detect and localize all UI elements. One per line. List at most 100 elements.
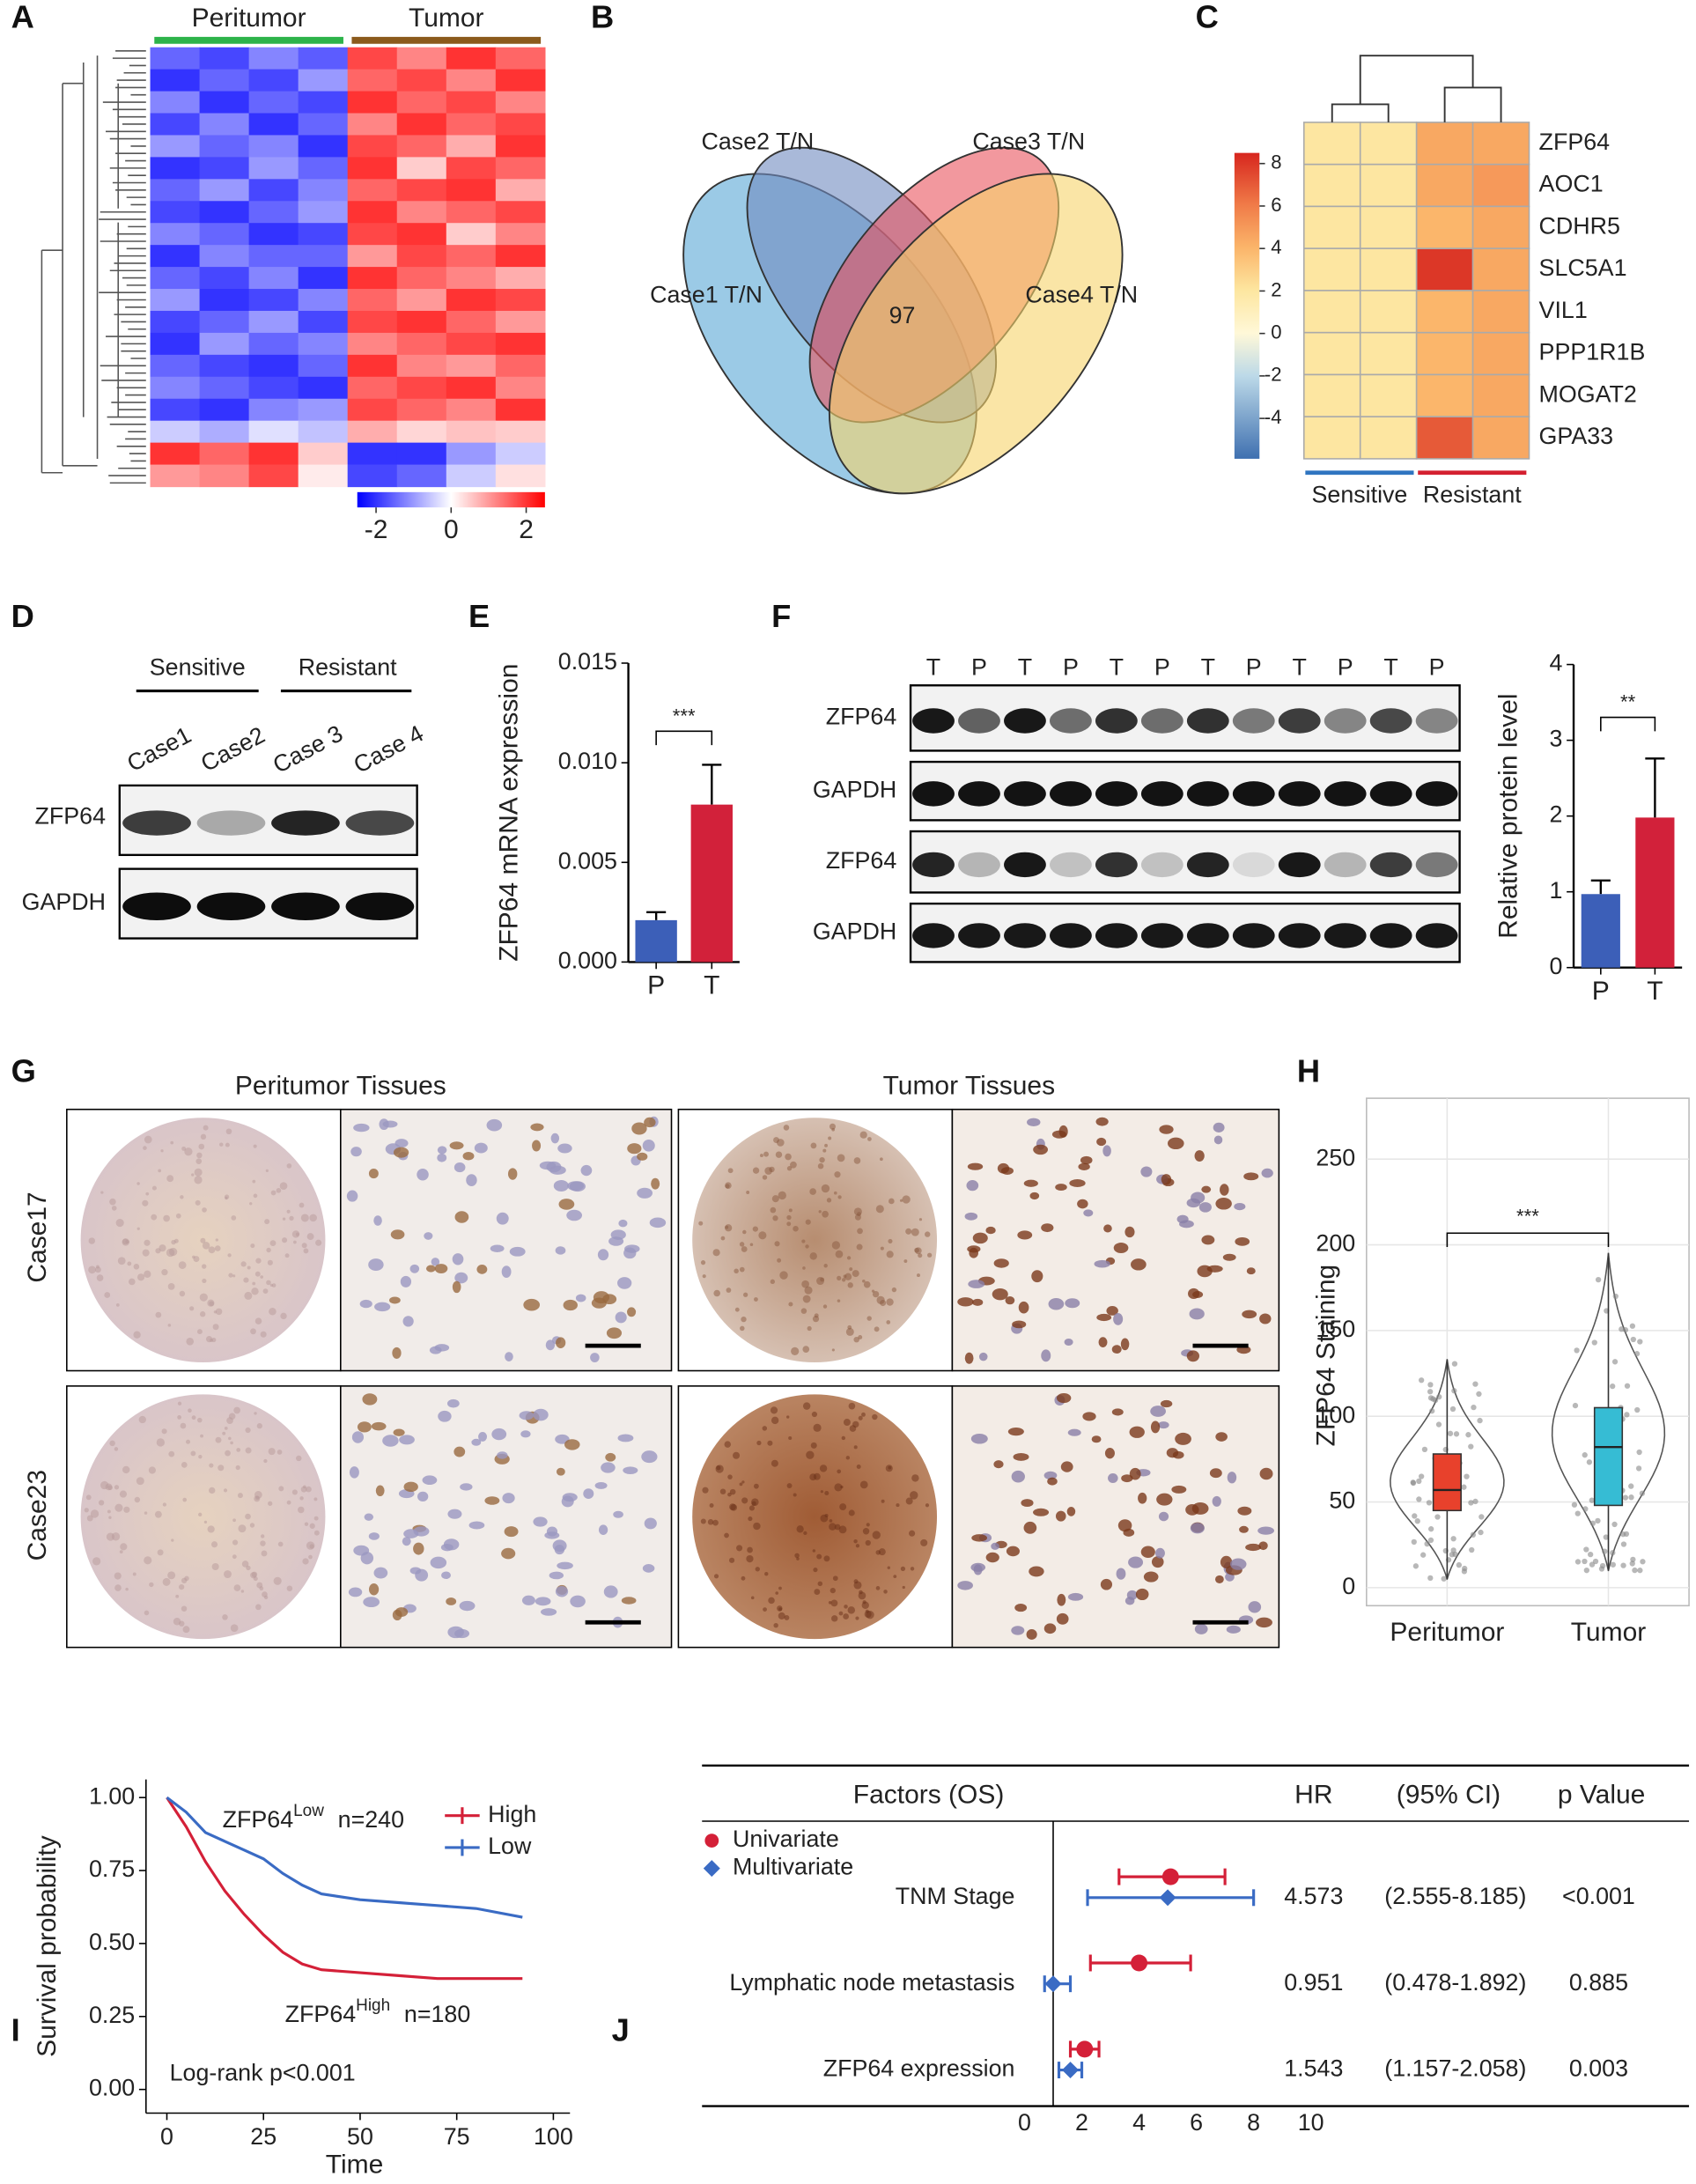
tissue-texture bbox=[278, 1486, 284, 1492]
tissue-texture bbox=[175, 1213, 181, 1219]
annotation: ZFP64High n=180 bbox=[285, 1996, 471, 2027]
nucleus bbox=[971, 1534, 987, 1542]
tissue-texture bbox=[902, 1195, 911, 1204]
nucleus bbox=[1094, 1259, 1110, 1268]
jitter-point bbox=[1635, 1465, 1642, 1472]
tissue-texture bbox=[847, 1282, 853, 1288]
tissue-texture bbox=[816, 1553, 822, 1560]
nucleus bbox=[1121, 1474, 1133, 1483]
tissue-texture bbox=[771, 1416, 779, 1425]
tissue-texture bbox=[175, 1594, 180, 1598]
jitter-point bbox=[1434, 1514, 1441, 1520]
jitter-point bbox=[1410, 1479, 1417, 1487]
nucleus bbox=[1082, 1412, 1096, 1421]
jitter-point bbox=[1582, 1558, 1588, 1565]
tissue-texture bbox=[843, 1274, 847, 1279]
heatmap-cell bbox=[150, 47, 201, 70]
tissue-texture bbox=[698, 1221, 704, 1226]
nucleus bbox=[364, 1513, 374, 1521]
nucleus bbox=[441, 1571, 451, 1580]
tissue-texture bbox=[228, 1436, 232, 1441]
y-tick-label: 0.00 bbox=[89, 2075, 135, 2101]
jitter-point bbox=[1624, 1383, 1631, 1389]
tissue-texture bbox=[764, 1572, 769, 1576]
heatmap-cell bbox=[446, 223, 497, 246]
nucleus bbox=[1158, 1511, 1169, 1522]
heatmap-cell bbox=[1302, 205, 1361, 249]
nucleus bbox=[613, 1510, 623, 1518]
tissue-texture bbox=[762, 1175, 768, 1180]
tissue-texture bbox=[292, 1240, 297, 1244]
jitter-point bbox=[1436, 1393, 1442, 1400]
tissue-texture bbox=[832, 1575, 838, 1582]
tissue-texture bbox=[200, 1311, 206, 1317]
tissue-texture bbox=[88, 1237, 96, 1244]
tissue-texture bbox=[233, 1406, 240, 1414]
annotation-part: ZFP64 bbox=[223, 1806, 294, 1833]
y-axis-label: Relative protein level bbox=[1493, 693, 1523, 938]
nucleus bbox=[1239, 1525, 1249, 1533]
hr-point bbox=[1131, 1954, 1148, 1972]
tissue-texture bbox=[801, 1239, 806, 1243]
x-tick-label: T bbox=[1647, 977, 1663, 1006]
blot-band bbox=[1415, 781, 1458, 807]
tissue-texture bbox=[129, 1278, 136, 1286]
tissue-texture bbox=[167, 1324, 172, 1327]
nucleus bbox=[618, 1219, 628, 1228]
nucleus bbox=[1213, 1135, 1223, 1145]
tissue-texture bbox=[309, 1523, 315, 1529]
nucleus bbox=[562, 1493, 578, 1502]
y-tick-label: 100 bbox=[1316, 1401, 1355, 1428]
tissue-texture bbox=[254, 1412, 257, 1415]
nucleus bbox=[1033, 1144, 1048, 1155]
tissue-texture bbox=[96, 1265, 100, 1269]
tissue-texture bbox=[117, 1257, 126, 1265]
blot-band bbox=[1095, 781, 1138, 807]
nucleus bbox=[957, 1297, 974, 1307]
tissue-texture bbox=[733, 1451, 741, 1459]
nucleus bbox=[402, 1537, 411, 1546]
heatmap-cell bbox=[199, 464, 250, 488]
tissue-texture bbox=[771, 1195, 779, 1203]
tissue-texture bbox=[191, 1415, 196, 1420]
heatmap-cell bbox=[199, 223, 250, 246]
tissue-texture bbox=[85, 1494, 92, 1501]
tissue-texture bbox=[886, 1298, 894, 1306]
hr-value: 1.543 bbox=[1284, 2055, 1343, 2082]
tissue-texture bbox=[821, 1184, 830, 1193]
heatmap-cell bbox=[298, 376, 349, 400]
tissue-texture bbox=[200, 1237, 206, 1243]
tissue-texture bbox=[192, 1255, 195, 1259]
nucleus bbox=[623, 1466, 638, 1474]
tissue-texture bbox=[712, 1519, 719, 1526]
blot-band bbox=[1415, 852, 1458, 878]
tissue-texture bbox=[190, 1450, 196, 1457]
p-value: 0.885 bbox=[1569, 1969, 1628, 1996]
tissue-texture bbox=[115, 1302, 120, 1307]
colorbar-tick-label: -2 bbox=[365, 515, 388, 544]
tissue-texture bbox=[276, 1188, 282, 1193]
tissue-texture bbox=[200, 1434, 203, 1438]
nucleus bbox=[1069, 1179, 1086, 1187]
y-tick-label: 0 bbox=[1549, 953, 1562, 979]
annotation: ZFP64Low n=240 bbox=[223, 1802, 404, 1833]
tissue-texture bbox=[171, 1239, 176, 1245]
tissue-texture bbox=[177, 1401, 182, 1406]
lane-label: P bbox=[971, 653, 987, 680]
nucleus bbox=[997, 1162, 1010, 1174]
significance-bracket bbox=[1600, 716, 1656, 732]
tissue-texture bbox=[296, 1455, 302, 1462]
tissue-texture bbox=[756, 1440, 762, 1446]
nucleus bbox=[393, 1428, 405, 1436]
heatmap-cell bbox=[446, 420, 497, 444]
nucleus bbox=[350, 1147, 362, 1157]
tissue-texture bbox=[881, 1499, 885, 1503]
tissue-texture bbox=[905, 1497, 913, 1505]
y-tick-label: 3 bbox=[1549, 726, 1562, 752]
nucleus bbox=[382, 1435, 399, 1447]
blot-band bbox=[1232, 852, 1275, 878]
tissue-texture bbox=[304, 1522, 309, 1526]
tissue-texture bbox=[793, 1493, 797, 1497]
nucleus bbox=[1209, 1468, 1222, 1479]
blot-band bbox=[1278, 781, 1321, 807]
